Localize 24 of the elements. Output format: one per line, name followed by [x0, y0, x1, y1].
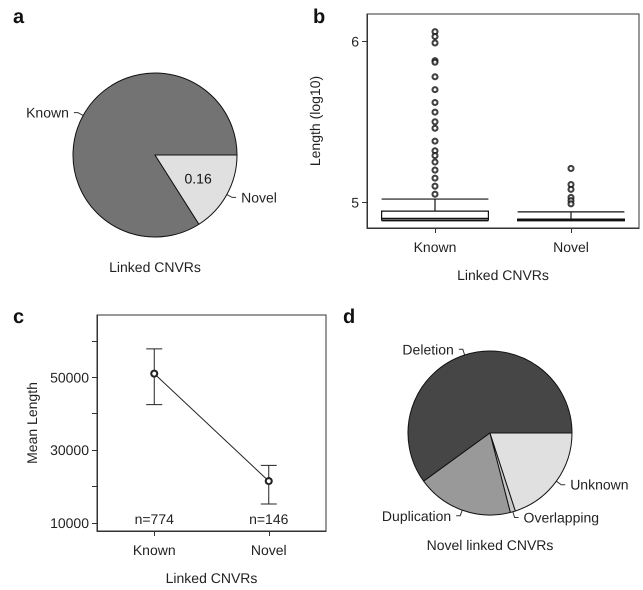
y-tick-label: 10000 — [50, 514, 90, 531]
slice-label: Duplication — [382, 508, 452, 524]
slice-label: Unknown — [570, 476, 629, 493]
y-axis-title: Mean Length — [24, 382, 40, 464]
x-axis-title: Linked CNVRs — [166, 570, 258, 586]
chart-title: a — [13, 6, 25, 28]
annotation: n=146 — [249, 511, 289, 527]
x-axis-title: Linked CNVRs — [457, 267, 549, 283]
slice-label: Overlapping — [524, 510, 600, 526]
slice-label: Novel — [241, 189, 277, 206]
y-axis-title: Length (log10) — [307, 76, 323, 166]
y-tick-label: 6 — [351, 33, 360, 50]
chart-title: d — [343, 306, 356, 328]
text: Linked CNVRs — [109, 259, 201, 275]
text: Novel linked CNVRs — [426, 537, 554, 553]
data-label: 0.16 — [184, 170, 212, 187]
y-tick-label: 50000 — [50, 369, 90, 386]
slice-label: Deletion — [402, 341, 454, 358]
y-tick-label: 5 — [351, 194, 360, 210]
annotation: n=774 — [134, 511, 174, 527]
chart-title: b — [313, 6, 326, 28]
y-tick-label: 30000 — [50, 442, 90, 458]
slice-label: Known — [26, 104, 69, 121]
chart-title: c — [13, 306, 24, 328]
